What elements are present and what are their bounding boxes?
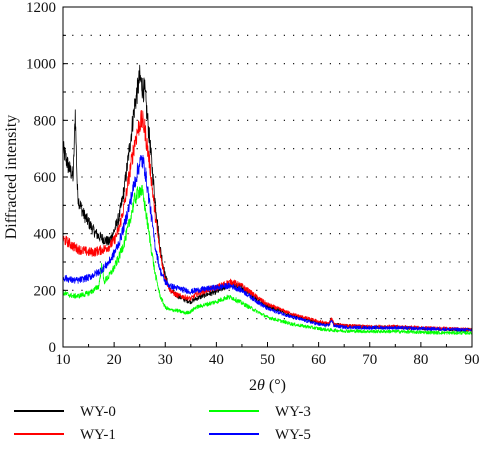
x-tick-label: 80 <box>413 352 428 368</box>
y-tick-label: 800 <box>34 113 57 129</box>
series-line-wy-0 <box>62 64 473 332</box>
x-tick-label: 70 <box>362 352 377 368</box>
y-tick-label: 600 <box>34 170 57 186</box>
y-tick-label: 1200 <box>26 0 56 16</box>
legend: WY-0 WY-1 WY-3 WY-5 <box>14 404 311 443</box>
y-tick-label: 200 <box>34 283 57 299</box>
series-line-wy-5 <box>62 154 473 332</box>
y-tick-label: 0 <box>49 340 57 356</box>
x-tick-label: 20 <box>107 352 122 368</box>
y-axis-label: Diffracted intensity <box>3 115 20 240</box>
legend-label: WY-3 <box>275 404 311 420</box>
x-axis-label: 2θ (°) <box>249 377 286 394</box>
axis-ticks: 10 20 30 40 50 60 70 80 90 0 200 400 600 800 1000 1200 <box>26 0 480 368</box>
series-line-wy-3 <box>62 184 473 335</box>
y-tick-label: 400 <box>34 227 57 243</box>
x-tick-label: 30 <box>158 352 173 368</box>
x-tick-label: 90 <box>465 352 480 368</box>
x-tick-label: 40 <box>209 352 224 368</box>
legend-label: WY-0 <box>80 404 116 420</box>
grid-lines <box>63 34 472 320</box>
x-tick-label: 50 <box>260 352 275 368</box>
x-tick-label: 60 <box>311 352 326 368</box>
series-line-wy-1 <box>62 109 473 332</box>
y-tick-label: 1000 <box>26 57 56 73</box>
plot-frame <box>62 6 473 348</box>
legend-label: WY-1 <box>80 427 116 443</box>
legend-label: WY-5 <box>275 427 311 443</box>
series-layer <box>62 64 473 335</box>
x-tick-label: 10 <box>56 352 71 368</box>
